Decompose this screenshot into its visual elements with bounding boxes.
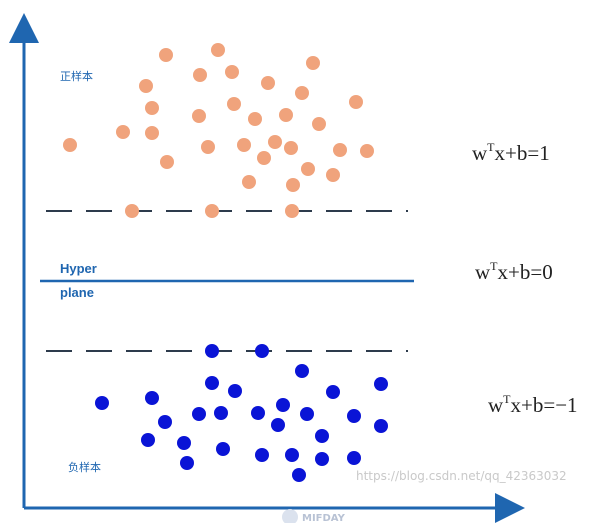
equation-lower-rhs: x+b=−1 bbox=[511, 393, 578, 417]
negative-sample-point bbox=[228, 384, 242, 398]
equation-middle-rhs: x+b=0 bbox=[498, 260, 553, 284]
negative-sample-point bbox=[326, 385, 340, 399]
logo-icon bbox=[282, 509, 298, 523]
positive-sample-point bbox=[248, 112, 262, 126]
positive-sample-point bbox=[326, 168, 340, 182]
positive-sample-point bbox=[159, 48, 173, 62]
negative-sample-point bbox=[292, 468, 306, 482]
positive-class-label: 正样本 bbox=[60, 69, 93, 83]
positive-sample-point bbox=[193, 68, 207, 82]
positive-sample-point bbox=[242, 175, 256, 189]
negative-sample-point bbox=[285, 448, 299, 462]
negative-sample-point bbox=[216, 442, 230, 456]
positive-sample-point bbox=[312, 117, 326, 131]
positive-sample-point bbox=[286, 178, 300, 192]
negative-sample-point bbox=[141, 433, 155, 447]
positive-sample-point bbox=[284, 141, 298, 155]
positive-sample-point bbox=[211, 43, 225, 57]
positive-sample-point bbox=[227, 97, 241, 111]
negative-sample-point bbox=[205, 344, 219, 358]
equation-middle-w: w bbox=[475, 260, 491, 284]
positive-sample-point bbox=[145, 126, 159, 140]
equation-lower-sup: T bbox=[503, 392, 511, 406]
positive-sample-point bbox=[301, 162, 315, 176]
negative-sample-point bbox=[315, 429, 329, 443]
positive-sample-point bbox=[139, 79, 153, 93]
negative-sample-point bbox=[295, 364, 309, 378]
negative-sample-point bbox=[347, 409, 361, 423]
positive-sample-point bbox=[205, 204, 219, 218]
equation-upper: wTx+b=1 bbox=[472, 140, 550, 165]
positive-sample-point bbox=[125, 204, 139, 218]
positive-sample-point bbox=[192, 109, 206, 123]
positive-sample-point bbox=[63, 138, 77, 152]
negative-sample-point bbox=[95, 396, 109, 410]
equation-middle-sup: T bbox=[490, 259, 498, 273]
positive-sample-point bbox=[160, 155, 174, 169]
watermark-text: https://blog.csdn.net/qq_42363032 bbox=[356, 469, 567, 483]
negative-sample-point bbox=[214, 406, 228, 420]
positive-sample-point bbox=[268, 135, 282, 149]
equation-upper-sup: T bbox=[487, 140, 495, 154]
negative-sample-point bbox=[255, 344, 269, 358]
equation-upper-w: w bbox=[472, 141, 488, 165]
negative-sample-point bbox=[205, 376, 219, 390]
negative-sample-point bbox=[276, 398, 290, 412]
negative-samples bbox=[95, 344, 388, 482]
positive-sample-point bbox=[295, 86, 309, 100]
negative-sample-point bbox=[315, 452, 329, 466]
positive-sample-point bbox=[261, 76, 275, 90]
positive-sample-point bbox=[145, 101, 159, 115]
positive-sample-point bbox=[201, 140, 215, 154]
negative-sample-point bbox=[271, 418, 285, 432]
negative-sample-point bbox=[192, 407, 206, 421]
negative-sample-point bbox=[158, 415, 172, 429]
equation-lower-w: w bbox=[488, 393, 504, 417]
equation-lower: wTx+b=−1 bbox=[488, 392, 578, 417]
positive-sample-point bbox=[237, 138, 251, 152]
equation-middle: wTx+b=0 bbox=[475, 259, 553, 284]
positive-sample-point bbox=[116, 125, 130, 139]
positive-sample-point bbox=[285, 204, 299, 218]
hyperplane-label-line1: Hyper bbox=[60, 261, 97, 276]
negative-sample-point bbox=[145, 391, 159, 405]
positive-sample-point bbox=[333, 143, 347, 157]
negative-sample-point bbox=[251, 406, 265, 420]
hyperplane-label-line2: plane bbox=[60, 285, 94, 300]
positive-sample-point bbox=[225, 65, 239, 79]
positive-sample-point bbox=[360, 144, 374, 158]
positive-sample-point bbox=[279, 108, 293, 122]
positive-samples bbox=[63, 43, 374, 218]
negative-sample-point bbox=[347, 451, 361, 465]
equation-upper-rhs: x+b=1 bbox=[495, 141, 550, 165]
negative-sample-point bbox=[374, 377, 388, 391]
positive-sample-point bbox=[349, 95, 363, 109]
logo-text: MIFDAY bbox=[302, 513, 346, 523]
positive-sample-point bbox=[306, 56, 320, 70]
positive-sample-point bbox=[257, 151, 271, 165]
negative-sample-point bbox=[177, 436, 191, 450]
negative-sample-point bbox=[180, 456, 194, 470]
negative-sample-point bbox=[374, 419, 388, 433]
negative-class-label: 负样本 bbox=[68, 460, 101, 474]
negative-sample-point bbox=[300, 407, 314, 421]
negative-sample-point bbox=[255, 448, 269, 462]
